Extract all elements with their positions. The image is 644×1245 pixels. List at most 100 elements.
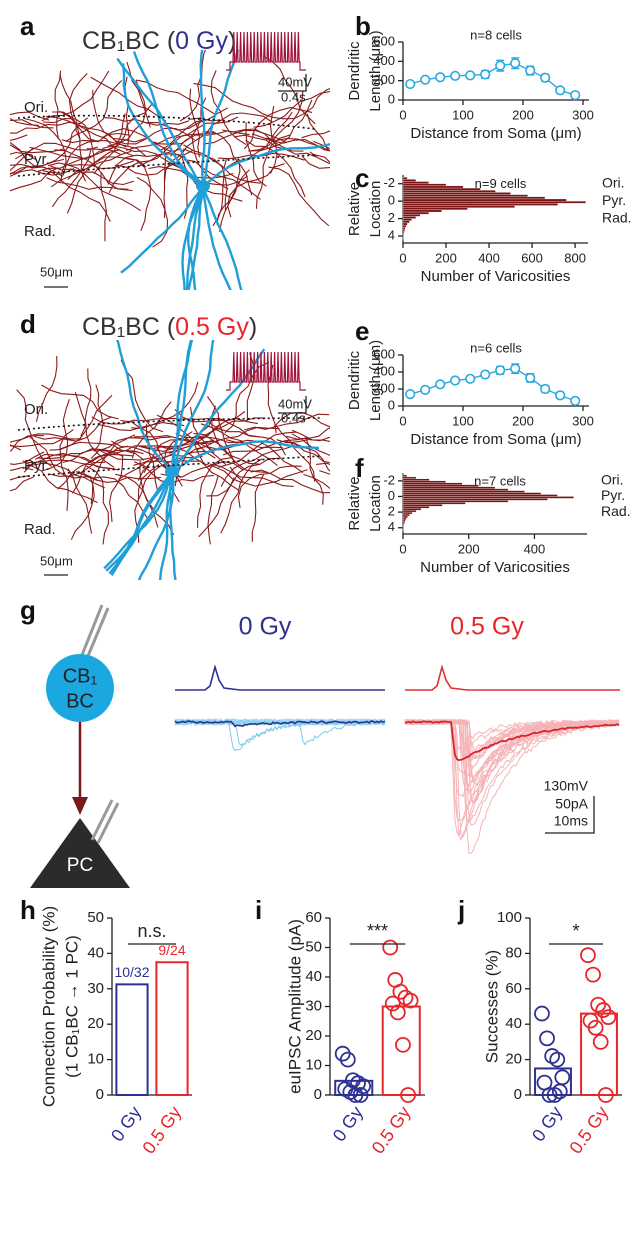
histogram-bar (403, 479, 429, 481)
pc-soma (30, 818, 130, 888)
histogram-bar (403, 495, 557, 497)
y-tick-label: 30 (87, 980, 104, 997)
panel-label: j (457, 895, 465, 925)
x-axis-label: Number of Varicosities (421, 268, 571, 285)
histogram-bar (403, 212, 429, 214)
x-tick-label: 0.5 Gy (138, 1103, 185, 1158)
x-tick-label: 200 (512, 413, 534, 428)
title-part: CB₁BC ( (82, 313, 176, 341)
point (535, 1007, 549, 1021)
x-tick-label: 0 Gy (107, 1103, 145, 1146)
point (451, 376, 460, 385)
scale-label: 40mV (278, 396, 312, 411)
histogram-bar (403, 179, 416, 181)
x-tick-label: 600 (521, 250, 543, 265)
y-axis-label: (1 CB₁BC → 1 PC) (62, 935, 81, 1078)
y-tick-label: 20 (305, 1027, 322, 1044)
x-tick-label: 400 (524, 541, 546, 556)
significance: n.s. (137, 921, 166, 941)
annotation: n=9 cells (475, 176, 527, 191)
histogram-bar (403, 232, 404, 234)
y-tick-label: 0 (96, 1086, 104, 1103)
y-axis-label: Length (μm) (367, 30, 384, 111)
histogram-bar (403, 182, 429, 184)
histogram-bar (403, 188, 480, 190)
soma (196, 180, 210, 192)
y-axis-label: Connection Probability (%) (39, 906, 58, 1107)
significance: * (572, 921, 579, 941)
cell-label: PC (67, 855, 93, 876)
y-tick-label: 30 (305, 997, 322, 1014)
cell-label: CB₁ (63, 665, 98, 687)
histogram-bar (403, 214, 420, 216)
layer-label: Rad. (24, 521, 56, 538)
histogram-bar (403, 520, 405, 522)
y-axis-label: Length (μm) (367, 340, 384, 421)
histogram-bar (403, 186, 463, 188)
y-tick-label: 40 (87, 944, 104, 961)
axon (238, 466, 301, 508)
y-axis-label: Dendritic (346, 41, 363, 101)
histogram-bar (403, 208, 468, 210)
point (481, 370, 490, 379)
series-line (410, 369, 575, 401)
point (586, 968, 600, 982)
x-tick-label: 200 (512, 107, 534, 122)
significance: *** (367, 921, 388, 941)
y-tick-label: 2 (388, 504, 395, 519)
x-tick-label: 800 (564, 250, 586, 265)
y-tick-label: 10 (305, 1056, 322, 1073)
annotation: n=7 cells (474, 473, 526, 488)
histogram-bar (403, 216, 416, 218)
y-tick-label: 80 (505, 944, 522, 961)
point (421, 386, 430, 395)
scale-label: 50μm (40, 264, 73, 279)
x-axis-label: Distance from Soma (μm) (410, 431, 581, 448)
y-tick-label: 20 (87, 1015, 104, 1032)
title-part: 0.5 Gy (175, 313, 249, 341)
y-tick-label: 4 (388, 519, 395, 534)
point (496, 61, 505, 70)
point (496, 366, 505, 375)
point (383, 941, 397, 955)
y-tick-label: 50 (305, 938, 322, 955)
figure: a b c d e f g h i j CB₁BC (0 Gy) Ori. Py… (0, 0, 644, 1245)
histogram-bar (403, 227, 405, 229)
layer-label: Rad. (601, 503, 631, 519)
bar (156, 962, 187, 1095)
condition-label: 0 Gy (239, 613, 292, 641)
x-tick-label: 300 (572, 107, 594, 122)
axon (137, 177, 168, 247)
x-tick-label: 200 (435, 250, 457, 265)
axon (0, 168, 58, 210)
y-tick-label: 10 (87, 1051, 104, 1068)
point (451, 72, 460, 81)
point (556, 391, 565, 400)
axon (42, 71, 109, 121)
histogram-bar (403, 177, 407, 179)
axon (103, 118, 189, 126)
y-tick-label: 50 (87, 909, 104, 926)
histogram-bar (403, 522, 405, 524)
y-tick-label: 0 (314, 1086, 322, 1103)
point (541, 385, 550, 394)
axon (94, 385, 103, 452)
axon (1, 434, 81, 455)
axon (127, 62, 150, 128)
point (436, 380, 445, 389)
axon (55, 71, 61, 139)
layer-label: Pyr. (601, 487, 625, 503)
histogram-bar (403, 485, 479, 487)
axon (0, 477, 34, 524)
y-axis-label: Successes (%) (482, 950, 501, 1063)
histogram-bar (403, 221, 409, 223)
histogram-bar (403, 516, 408, 518)
panel-label: d (20, 309, 36, 339)
histogram-bar (403, 206, 515, 208)
histogram-bar (403, 210, 442, 212)
y-axis-label: Dendritic (346, 350, 363, 410)
histogram-bar (403, 510, 416, 512)
layer-label: Rad. (24, 223, 56, 240)
y-axis-label: Location (367, 475, 384, 532)
soma (165, 466, 179, 478)
